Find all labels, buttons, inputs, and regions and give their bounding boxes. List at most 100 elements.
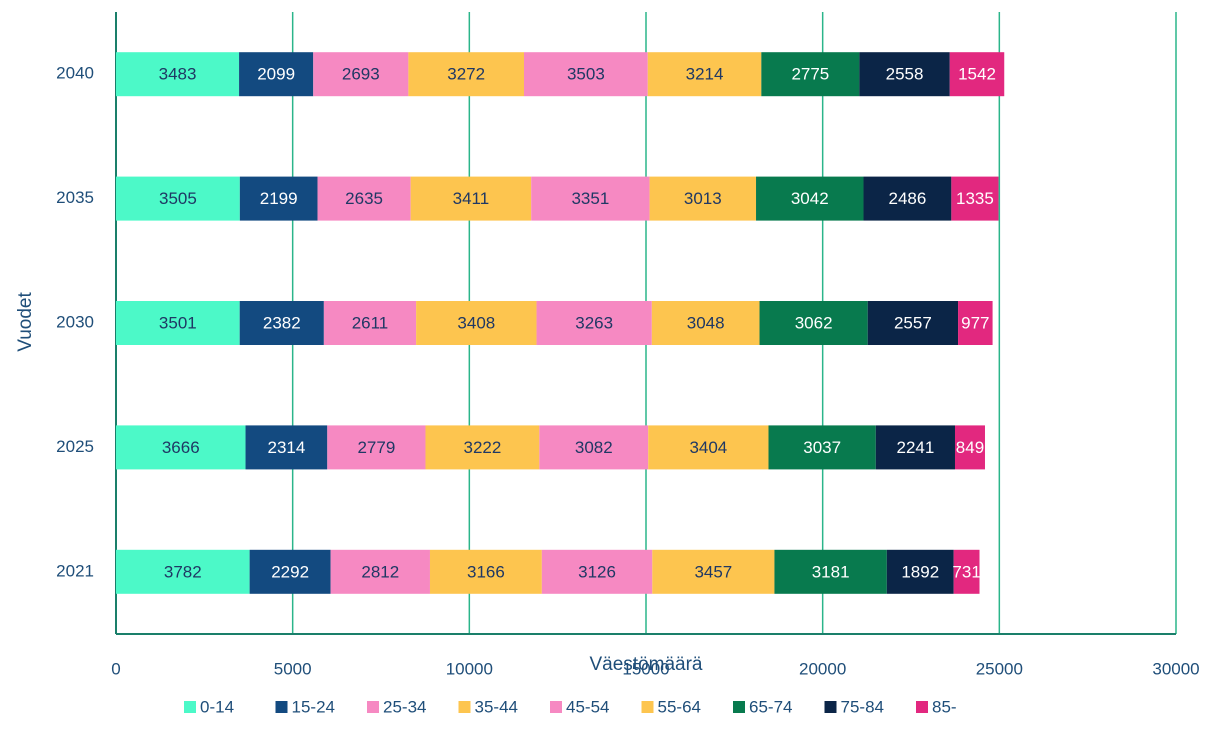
data-label: 3126 — [578, 562, 616, 581]
data-label: 2775 — [791, 65, 829, 84]
x-axis-label: Väestömäärä — [589, 654, 702, 675]
data-label: 2635 — [345, 189, 383, 208]
bar-segment — [759, 301, 868, 345]
data-label: 3013 — [684, 189, 722, 208]
bar-segment — [116, 549, 250, 594]
y-tick-label: 2030 — [56, 312, 94, 331]
legend-swatch — [824, 701, 837, 713]
bar-segment — [867, 301, 959, 345]
legend-swatch — [550, 701, 562, 713]
data-label: 3351 — [571, 189, 609, 208]
bar-segment — [327, 425, 426, 470]
bar-segment — [425, 425, 540, 470]
data-label: 2693 — [342, 65, 380, 84]
legend-swatch — [916, 701, 928, 713]
bar-segment — [116, 176, 240, 221]
x-tick-label: 15000 — [622, 659, 669, 678]
data-label: 3181 — [812, 562, 850, 581]
x-tick-label: 10000 — [446, 659, 493, 678]
data-label: 3457 — [694, 562, 732, 581]
data-label: 3272 — [447, 65, 485, 84]
bar-segment — [116, 425, 246, 470]
data-label: 3483 — [159, 65, 197, 84]
legend-label: 65-74 — [749, 697, 792, 716]
bar-segment — [649, 176, 757, 221]
bar-segment — [116, 301, 240, 345]
bar-segment — [954, 425, 985, 470]
y-tick-label: 2021 — [56, 561, 94, 580]
legend-label: 35-44 — [475, 697, 518, 716]
data-label: 2314 — [267, 438, 305, 457]
bar-segment — [408, 52, 524, 97]
legend-label: 85- — [932, 697, 957, 716]
data-label: 3048 — [687, 313, 725, 332]
x-tick-label: 30000 — [1152, 659, 1199, 678]
bar-segment — [863, 176, 952, 221]
bar-segment — [536, 301, 652, 345]
data-label: 3505 — [159, 189, 197, 208]
bar-segment — [116, 52, 240, 97]
bar-segment — [239, 176, 318, 221]
legend-swatch — [367, 701, 379, 713]
legend-swatch — [733, 701, 745, 713]
data-label: 2241 — [896, 438, 934, 457]
bar-segment — [647, 52, 762, 97]
data-label: 1335 — [956, 189, 994, 208]
bar-segment — [541, 549, 653, 594]
x-tick-label: 5000 — [274, 659, 312, 678]
data-label: 2611 — [352, 313, 389, 332]
data-label: 3411 — [453, 189, 490, 208]
legend-label: 55-64 — [658, 697, 701, 716]
data-label: 2099 — [257, 65, 295, 84]
bar-segment — [249, 549, 331, 594]
legend-swatch — [458, 701, 471, 713]
bar-segment — [951, 176, 999, 221]
legend-label: 25-34 — [383, 697, 426, 716]
legend-label: 15-24 — [292, 697, 335, 716]
x-tick-label: 0 — [111, 659, 120, 678]
bar-segment — [239, 52, 314, 97]
data-label: 3062 — [795, 313, 833, 332]
legend-label: 45-54 — [566, 697, 609, 716]
data-label: 2382 — [263, 313, 301, 332]
bar-segment — [958, 301, 993, 345]
data-label: 2558 — [886, 65, 924, 84]
x-tick-label: 20000 — [799, 659, 846, 678]
legend-label: 75-84 — [841, 697, 884, 716]
bar-segment — [317, 176, 411, 221]
data-label: 2486 — [889, 189, 927, 208]
data-label: 2199 — [260, 189, 298, 208]
data-label: 3222 — [463, 438, 501, 457]
data-label: 3501 — [159, 313, 197, 332]
bar-segment — [648, 425, 769, 470]
bar-segment — [756, 176, 864, 221]
y-tick-label: 2040 — [56, 64, 94, 83]
bar-segment — [330, 549, 430, 594]
legend-swatch — [275, 701, 288, 713]
data-label: 3782 — [164, 562, 202, 581]
legend-swatch — [641, 701, 654, 713]
data-label: 3166 — [467, 562, 505, 581]
bar-segment — [774, 549, 887, 594]
bar-segment — [429, 549, 542, 594]
data-label: 977 — [961, 313, 989, 332]
data-label: 2557 — [894, 313, 932, 332]
y-axis-label: Vuodet — [15, 292, 36, 352]
data-label: 3037 — [803, 438, 841, 457]
bar-segment — [523, 52, 648, 97]
data-label: 3666 — [162, 438, 200, 457]
bar-segment — [768, 425, 876, 470]
bar-segment — [323, 301, 417, 345]
data-label: 731 — [952, 562, 980, 581]
data-label: 2779 — [357, 438, 395, 457]
legend-swatch — [184, 701, 196, 713]
bar-segment — [875, 425, 955, 470]
data-label: 3404 — [689, 438, 727, 457]
bar-segment — [245, 425, 328, 470]
legend-label: 0-14 — [200, 697, 234, 716]
data-label: 3503 — [567, 65, 605, 84]
data-label: 3082 — [575, 438, 613, 457]
data-label: 3214 — [686, 65, 724, 84]
bar-segment — [953, 549, 980, 594]
